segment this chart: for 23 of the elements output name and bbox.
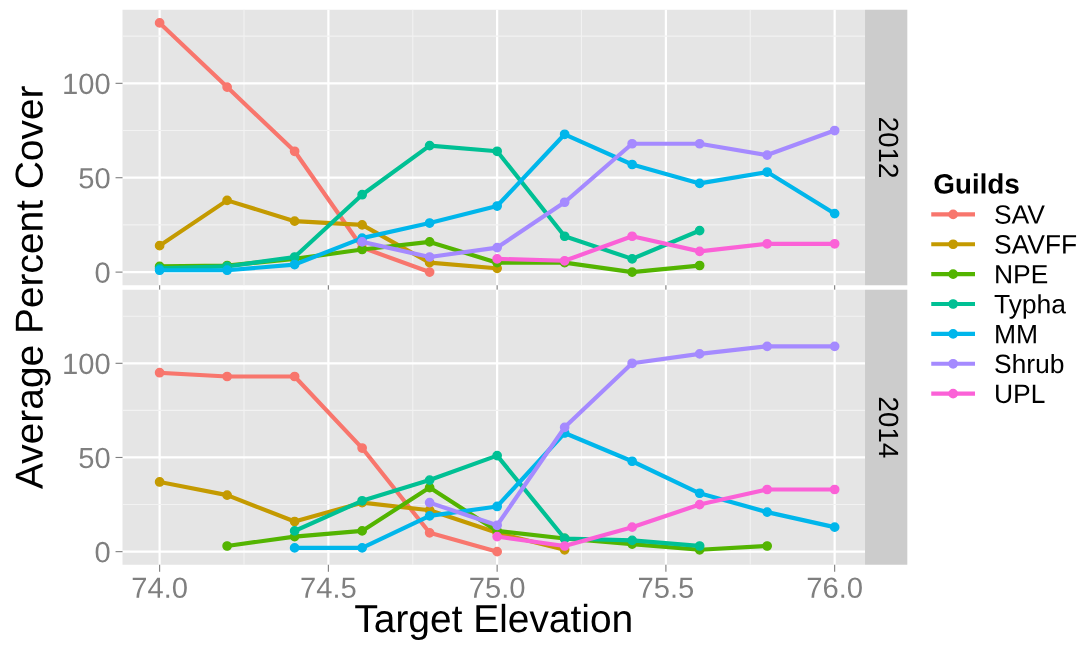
legend-label: NPE: [996, 265, 1048, 284]
y-tick-label: 0: [95, 262, 110, 283]
legend-label: Shrub: [995, 353, 1064, 374]
x-tick-label: 74.0: [132, 577, 187, 599]
y-tick-label: 0: [95, 541, 110, 563]
legend-label: UPL: [996, 384, 1045, 404]
x-tick-label: 74.5: [301, 577, 356, 599]
y-tick-label: 100: [64, 353, 110, 375]
legend-label: MM: [996, 324, 1036, 344]
legend-label: SAV: [995, 205, 1045, 224]
y-tick-label: 100: [64, 73, 110, 95]
legend-label: SAVFF: [995, 235, 1077, 254]
legend-label: Typha: [994, 294, 1066, 319]
x-axis-title: Target Elevation: [355, 603, 631, 641]
x-tick-label: 76.0: [807, 577, 862, 599]
y-axis-title: Average Percent Cover: [15, 86, 51, 489]
y-tick-label: 50: [79, 167, 110, 189]
y-tick-label: 50: [79, 447, 110, 469]
x-tick-label: 75.0: [470, 577, 525, 599]
x-tick-label: 75.5: [639, 577, 694, 599]
text: 2014: [878, 397, 899, 458]
text: 2012: [878, 118, 899, 178]
legend-title: Guilds: [934, 173, 1019, 194]
